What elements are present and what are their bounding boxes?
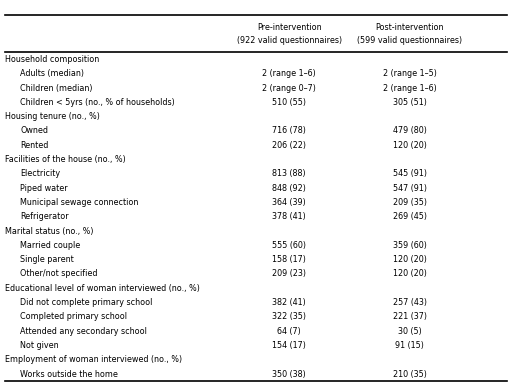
Text: 479 (80): 479 (80) [393, 127, 426, 135]
Text: Attended any secondary school: Attended any secondary school [20, 327, 147, 336]
Text: 154 (17): 154 (17) [272, 341, 306, 350]
Text: 120 (20): 120 (20) [393, 255, 426, 264]
Text: 555 (60): 555 (60) [272, 241, 306, 250]
Text: 221 (37): 221 (37) [393, 312, 426, 321]
Text: 2 (range 0–7): 2 (range 0–7) [262, 84, 316, 92]
Text: 2 (range 1–5): 2 (range 1–5) [382, 69, 437, 78]
Text: 158 (17): 158 (17) [272, 255, 306, 264]
Text: 209 (35): 209 (35) [393, 198, 426, 207]
Text: 378 (41): 378 (41) [272, 212, 306, 221]
Text: 64 (7): 64 (7) [278, 327, 301, 336]
Text: Children (median): Children (median) [20, 84, 93, 92]
Text: 848 (92): 848 (92) [272, 183, 306, 193]
Text: 547 (91): 547 (91) [393, 183, 426, 193]
Text: 210 (35): 210 (35) [393, 370, 426, 378]
Text: 545 (91): 545 (91) [393, 170, 426, 178]
Text: Facilities of the house (no., %): Facilities of the house (no., %) [5, 155, 126, 164]
Text: 305 (51): 305 (51) [393, 98, 426, 107]
Text: 257 (43): 257 (43) [393, 298, 426, 307]
Text: Children < 5yrs (no., % of households): Children < 5yrs (no., % of households) [20, 98, 175, 107]
Text: Married couple: Married couple [20, 241, 81, 250]
Text: Rented: Rented [20, 141, 49, 150]
Text: 120 (20): 120 (20) [393, 141, 426, 150]
Text: Did not complete primary school: Did not complete primary school [20, 298, 153, 307]
Text: 350 (38): 350 (38) [272, 370, 306, 378]
Text: Not given: Not given [20, 341, 59, 350]
Text: 510 (55): 510 (55) [272, 98, 306, 107]
Text: 716 (78): 716 (78) [272, 127, 306, 135]
Text: 91 (15): 91 (15) [395, 341, 424, 350]
Text: Post-intervention
(599 valid questionnaires): Post-intervention (599 valid questionnai… [357, 23, 462, 45]
Text: Pre-intervention
(922 valid questionnaires): Pre-intervention (922 valid questionnair… [237, 23, 342, 45]
Text: 359 (60): 359 (60) [393, 241, 426, 250]
Text: Refrigerator: Refrigerator [20, 212, 69, 221]
Text: 30 (5): 30 (5) [398, 327, 421, 336]
Text: Housing tenure (no., %): Housing tenure (no., %) [5, 112, 100, 121]
Text: 364 (39): 364 (39) [272, 198, 306, 207]
Text: Household composition: Household composition [5, 55, 99, 64]
Text: Single parent: Single parent [20, 255, 74, 264]
Text: Employment of woman interviewed (no., %): Employment of woman interviewed (no., %) [5, 355, 182, 364]
Text: 322 (35): 322 (35) [272, 312, 306, 321]
Text: Electricity: Electricity [20, 170, 60, 178]
Text: Adults (median): Adults (median) [20, 69, 84, 78]
Text: Marital status (no., %): Marital status (no., %) [5, 226, 94, 236]
Text: Piped water: Piped water [20, 183, 68, 193]
Text: Completed primary school: Completed primary school [20, 312, 127, 321]
Text: 2 (range 1–6): 2 (range 1–6) [263, 69, 316, 78]
Text: 206 (22): 206 (22) [272, 141, 306, 150]
Text: 120 (20): 120 (20) [393, 269, 426, 278]
Text: 209 (23): 209 (23) [272, 269, 306, 278]
Text: Works outside the home: Works outside the home [20, 370, 118, 378]
Text: 382 (41): 382 (41) [272, 298, 306, 307]
Text: Municipal sewage connection: Municipal sewage connection [20, 198, 139, 207]
Text: Other/not specified: Other/not specified [20, 269, 98, 278]
Text: 2 (range 1–6): 2 (range 1–6) [383, 84, 436, 92]
Text: Owned: Owned [20, 127, 49, 135]
Text: 813 (88): 813 (88) [272, 170, 306, 178]
Text: 269 (45): 269 (45) [393, 212, 426, 221]
Text: Educational level of woman interviewed (no., %): Educational level of woman interviewed (… [5, 284, 200, 293]
